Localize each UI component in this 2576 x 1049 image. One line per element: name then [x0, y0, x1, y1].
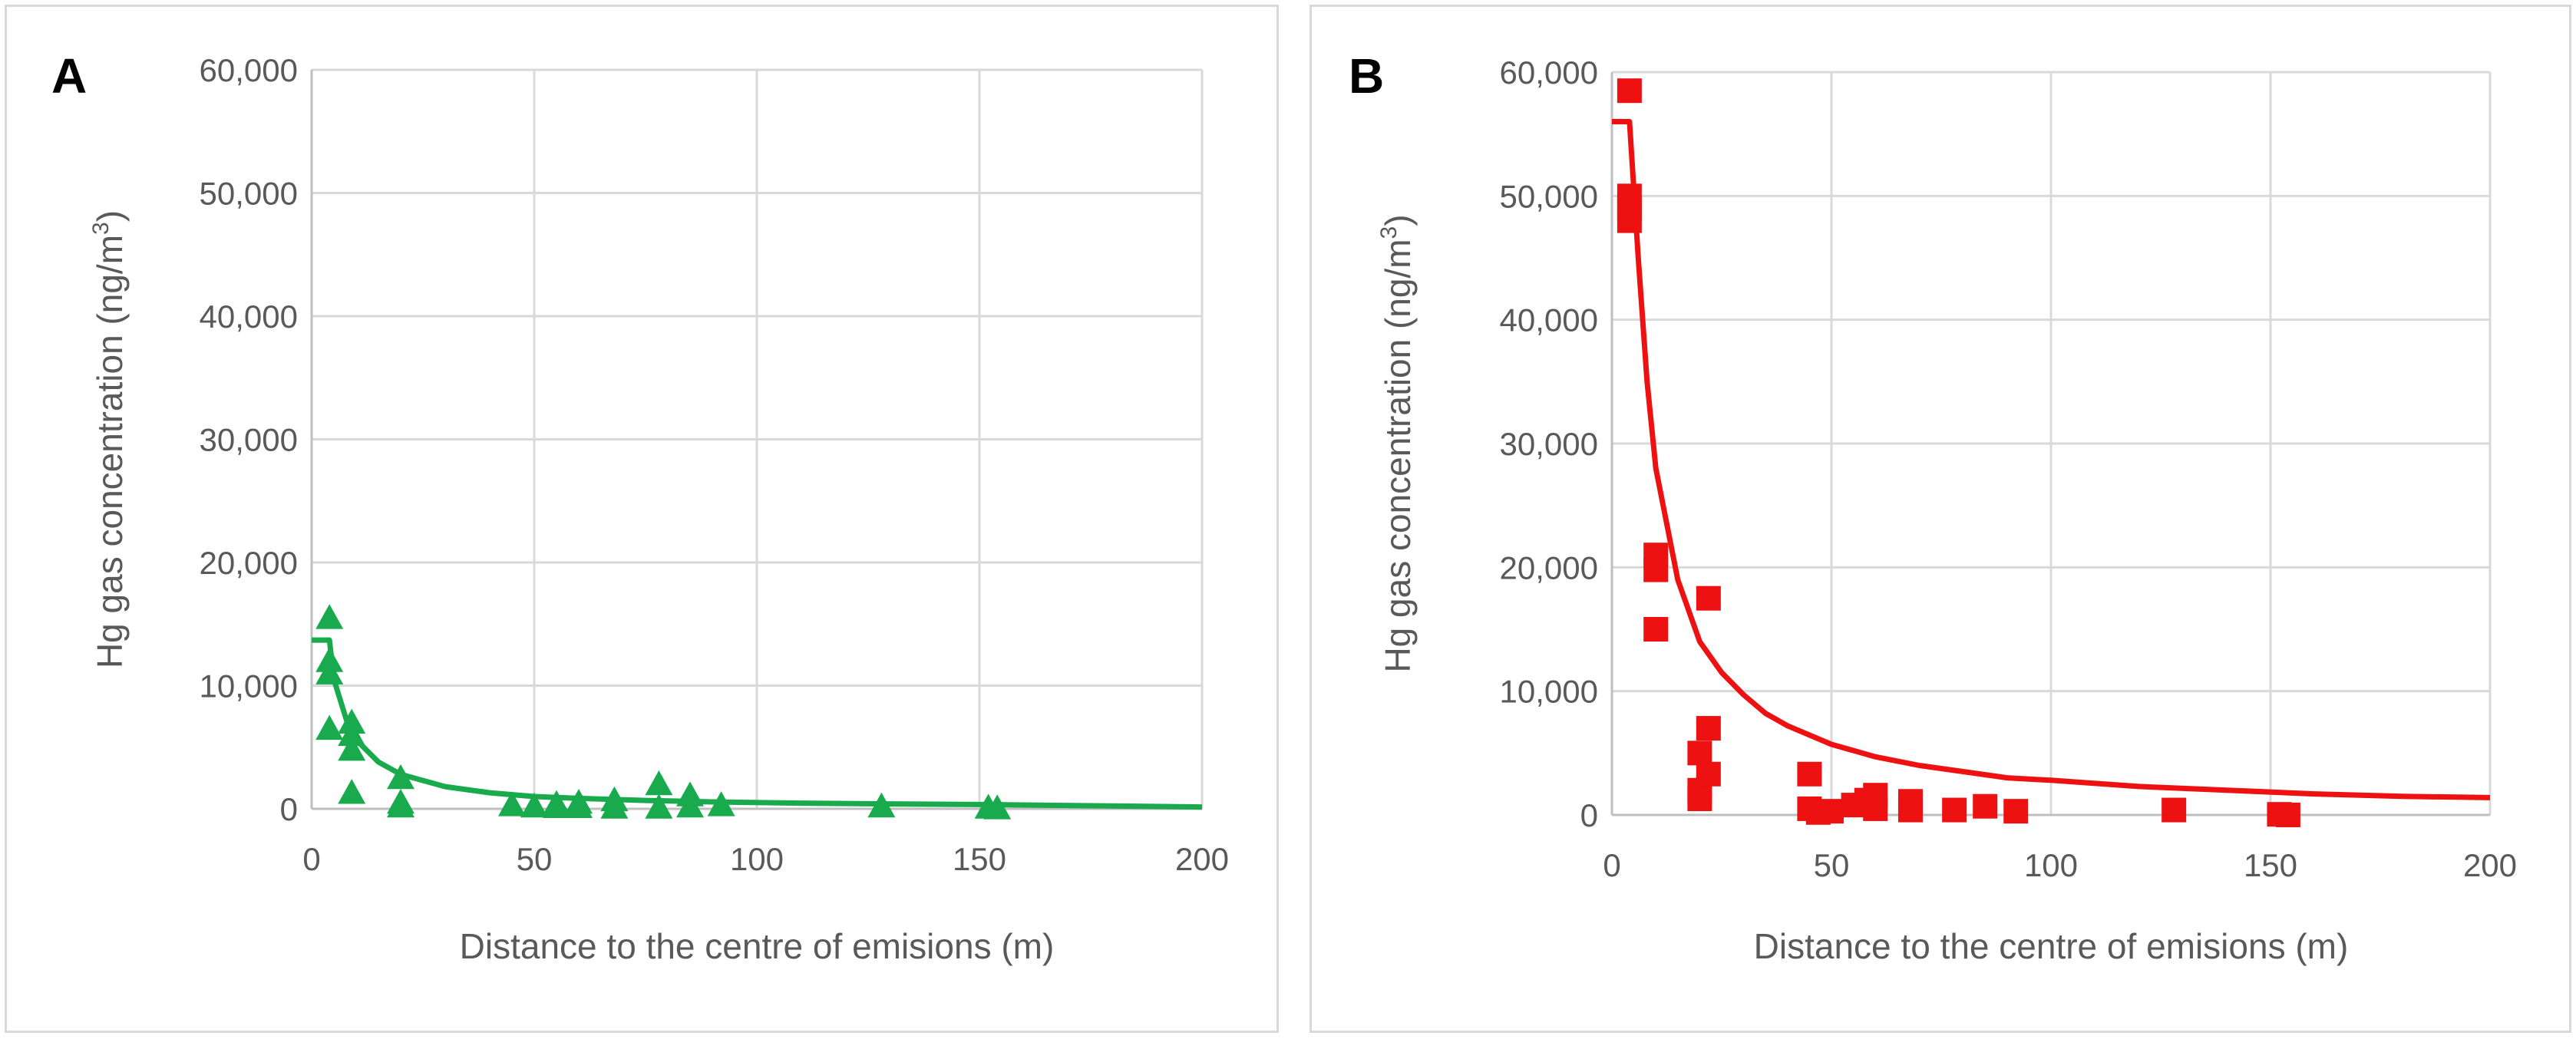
chart-a-svg: 0 10,000 20,000 30,000 40,000 50,000 60,000 0 50… [51, 48, 1229, 966]
chart-a-point-triangle [565, 793, 593, 818]
chart-b-point-square [1617, 78, 1642, 104]
chart-b-point-square [1643, 557, 1669, 582]
chart-b-xtick-label: 0 [1603, 847, 1620, 883]
chart-b-fit-line [1612, 119, 2491, 800]
chart-a-xtick-label: 0 [302, 841, 320, 877]
chart-b-point-square [2275, 803, 2300, 827]
chart-a-panel-letter: A [51, 48, 87, 104]
chart-a-point-triangle [645, 793, 673, 819]
chart-b-point-square [1643, 617, 1669, 642]
chart-b-xtick-label: 150 [2244, 847, 2297, 883]
chart-a-point-triangle [645, 770, 673, 796]
chart-b-ytick-label: 20,000 [1500, 549, 1598, 586]
chart-b-point-square [2162, 797, 2187, 823]
chart-b-point-square [1897, 797, 1923, 823]
chart-a-point-triangle [387, 764, 414, 790]
chart-panel-a: 0 10,000 20,000 30,000 40,000 50,000 60,000 0 50… [5, 5, 1279, 1033]
chart-b-ytick-label: 40,000 [1500, 302, 1598, 338]
chart-a-point-triangle [520, 792, 548, 818]
chart-b-ytick-label: 10,000 [1500, 674, 1598, 710]
chart-b-svg: 0 10,000 20,000 30,000 40,000 50,000 60,000 0 50… [1349, 48, 2517, 966]
chart-a-point-triangle [543, 790, 570, 815]
chart-a-point-triangle [338, 735, 366, 761]
chart-a-x-axis-label: Distance to the centre of emisions (m) [460, 926, 1055, 966]
chart-a-point-triangle [315, 714, 344, 741]
chart-a-xtick-label: 150 [953, 841, 1006, 877]
chart-panel-b: 0 10,000 20,000 30,000 40,000 50,000 60,000 0 50… [1309, 5, 2571, 1033]
chart-a-ytick-label: 10,000 [200, 668, 298, 704]
chart-b-panel-letter: B [1349, 48, 1384, 104]
chart-b-point-square [1973, 793, 1998, 819]
chart-a-point-triangle [387, 792, 414, 818]
chart-b-point-square [1797, 761, 1822, 787]
chart-b-point-square [2003, 799, 2029, 824]
chart-b-xtick-label: 200 [2463, 847, 2517, 883]
chart-a-point-triangle [707, 791, 735, 816]
chart-b-y-axis-label: Hg gas concentration (ng/m3) [1376, 214, 1418, 672]
chart-a-point-triangle [315, 659, 344, 684]
chart-a-point-triangle [498, 791, 526, 816]
chart-b-point-square [1687, 741, 1712, 766]
chart-a-ytick-label: 30,000 [200, 422, 298, 458]
chart-b-ytick-label: 50,000 [1500, 178, 1598, 214]
chart-a-ytick-label: 50,000 [200, 176, 298, 212]
chart-a-point-triangle [338, 721, 366, 747]
chart-b-ytick-label: 60,000 [1500, 54, 1598, 91]
chart-b-point-square [1696, 761, 1721, 787]
chart-b-point-square [1617, 208, 1642, 233]
chart-b-point-square [1687, 787, 1712, 812]
chart-a-point-triangle [867, 792, 896, 818]
chart-b-xtick-label: 50 [1814, 847, 1850, 883]
chart-b-point-square [1696, 586, 1721, 611]
chart-b-point-square [1696, 716, 1721, 741]
chart-a-point-triangle [338, 779, 366, 804]
chart-a-ytick-label: 0 [280, 791, 298, 827]
chart-b-point-square [1819, 799, 1844, 824]
chart-a-ytick-label: 40,000 [200, 299, 298, 335]
chart-a-point-triangle [983, 794, 1012, 820]
chart-a-ytick-label: 60,000 [200, 52, 298, 88]
chart-b-point-square [1863, 796, 1888, 821]
chart-b-x-axis-label: Distance to the centre of emisions (m) [1754, 926, 2349, 966]
chart-a-y-axis-label: Hg gas concentration (ng/m3) [88, 210, 130, 668]
chart-a-xtick-label: 100 [730, 841, 784, 877]
chart-a-point-triangle [600, 793, 629, 819]
chart-b-point-square [1942, 797, 1967, 823]
chart-a-xtick-label: 50 [517, 841, 553, 877]
chart-b-xtick-label: 100 [2024, 847, 2078, 883]
chart-a-point-triangle [315, 604, 344, 629]
chart-b-ytick-label: 30,000 [1500, 426, 1598, 462]
chart-a-ytick-label: 20,000 [200, 545, 298, 581]
chart-b-ytick-label: 0 [1580, 797, 1598, 833]
chart-a-xtick-label: 200 [1175, 841, 1229, 877]
chart-a-point-triangle [676, 792, 704, 818]
